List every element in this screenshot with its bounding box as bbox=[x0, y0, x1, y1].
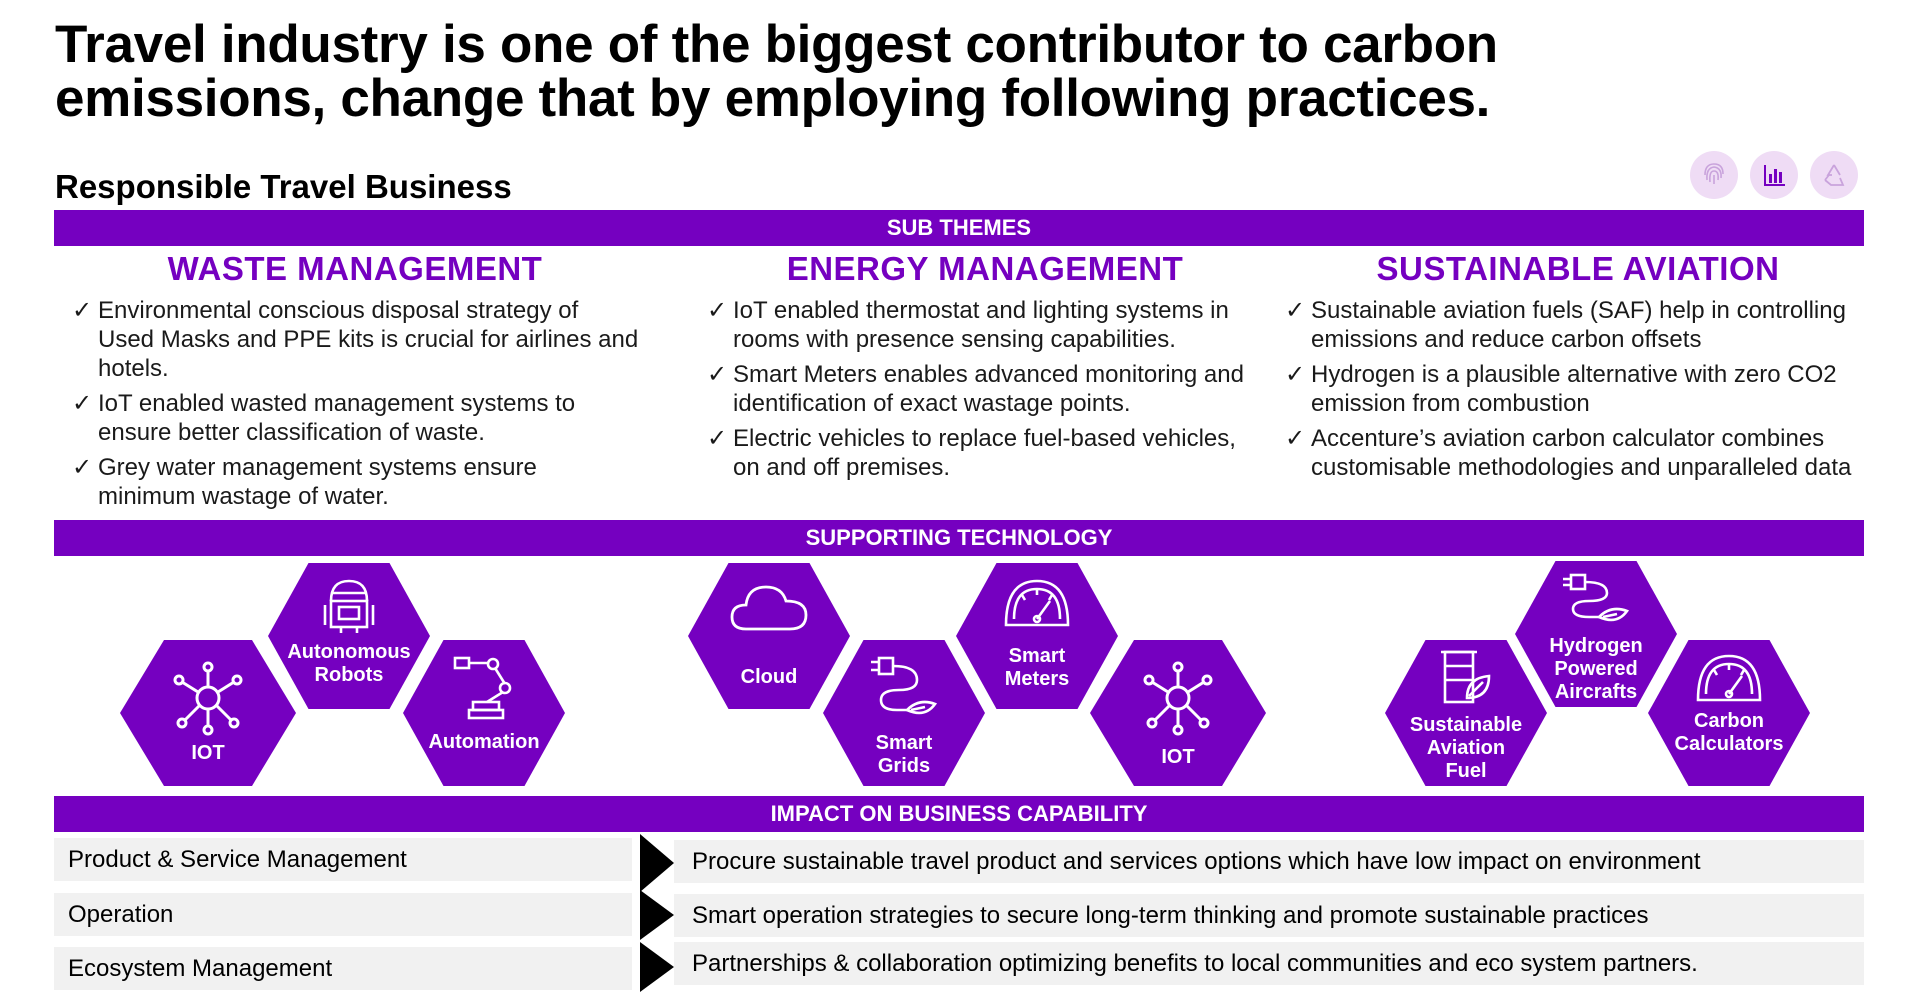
hex-label: IOT bbox=[1161, 746, 1195, 768]
hex-label: Sustainable Aviation Fuel bbox=[1409, 714, 1523, 782]
sustainable-aviation-column: SUSTAINABLE AVIATION ✓ Sustainable aviati… bbox=[1283, 250, 1873, 488]
arrow-icon bbox=[640, 942, 674, 992]
capability-cell: Product & Service Management bbox=[54, 838, 632, 881]
capability-cell: Ecosystem Management bbox=[54, 947, 632, 990]
hex-carbon-calculators: Carbon Calculators bbox=[1648, 640, 1810, 786]
description-cell: Smart operation strategies to secure lon… bbox=[674, 894, 1864, 937]
arrow-icon bbox=[640, 834, 674, 892]
cloud-icon bbox=[730, 585, 808, 631]
check-icon: ✓ bbox=[707, 425, 728, 452]
list-item: ✓ Sustainable aviation fuels (SAF) help i… bbox=[1285, 297, 1846, 353]
capability-cell: Operation bbox=[54, 893, 632, 936]
hex-label: Autonomous Robots bbox=[287, 641, 411, 686]
check-icon: ✓ bbox=[1285, 297, 1306, 324]
list-item: ✓ Environmental conscious disposal strate… bbox=[72, 297, 639, 382]
gauge-icon bbox=[1004, 579, 1070, 627]
bar-chart-icon bbox=[1750, 151, 1798, 199]
check-icon: ✓ bbox=[1285, 361, 1306, 388]
check-icon: ✓ bbox=[707, 361, 728, 388]
impact-band: IMPACT ON BUSINESS CAPABILITY bbox=[54, 796, 1864, 832]
list-item: ✓ Hydrogen is a plausible alternative wit… bbox=[1285, 361, 1837, 417]
column-heading: ENERGY MANAGEMENT bbox=[786, 250, 1184, 287]
energy-management-column: ENERGY MANAGEMENT ✓ IoT enabled thermosta… bbox=[705, 250, 1265, 488]
hex-label: Carbon Calculators bbox=[1674, 710, 1784, 755]
robot-icon bbox=[323, 579, 375, 633]
check-icon: ✓ bbox=[1285, 425, 1306, 452]
section-subtitle: Responsible Travel Business bbox=[55, 168, 512, 205]
check-icon: ✓ bbox=[72, 454, 93, 481]
recycle-icon bbox=[1810, 151, 1858, 199]
arrow-icon bbox=[640, 890, 674, 940]
plug-leaf-icon bbox=[871, 656, 938, 715]
list-item: ✓ Grey water management systems ensure mi… bbox=[72, 454, 537, 510]
gauge-icon bbox=[1696, 654, 1762, 702]
hex-cloud: Cloud bbox=[688, 563, 850, 709]
check-icon: ✓ bbox=[707, 297, 728, 324]
list-item: ✓ IoT enabled thermostat and lighting sys… bbox=[707, 297, 1229, 353]
column-heading: WASTE MANAGEMENT bbox=[167, 250, 543, 287]
description-cell: Partnerships & collaboration optimizing … bbox=[674, 942, 1864, 985]
hex-smart-meters: Smart Meters bbox=[956, 563, 1118, 709]
hex-label: Smart Meters bbox=[1004, 645, 1070, 690]
hex-label: Cloud bbox=[740, 666, 798, 688]
list-item: ✓ Electric vehicles to replace fuel-based… bbox=[707, 425, 1236, 481]
hex-sustainable-aviation-fuel: Sustainable Aviation Fuel bbox=[1385, 640, 1547, 786]
hex-label: Hydrogen Powered Aircrafts bbox=[1549, 635, 1643, 703]
column-heading: SUSTAINABLE AVIATION bbox=[1376, 250, 1780, 287]
hex-label: IOT bbox=[191, 742, 225, 764]
hex-label: Automation bbox=[428, 731, 540, 753]
list-item: ✓ Accenture’s aviation carbon calculator … bbox=[1285, 425, 1852, 481]
hex-smart-grids: Smart Grids bbox=[823, 640, 985, 786]
hex-iot-energy: IOT bbox=[1090, 640, 1266, 786]
fuel-leaf-icon bbox=[1441, 650, 1491, 704]
check-icon: ✓ bbox=[72, 390, 93, 417]
hex-autonomous-robots: Autonomous Robots bbox=[268, 563, 430, 709]
hex-hydrogen-aircrafts: Hydrogen Powered Aircrafts bbox=[1515, 561, 1677, 707]
page-title: Travel industry is one of the biggest co… bbox=[55, 15, 1498, 128]
list-item: ✓ IoT enabled wasted management systems t… bbox=[72, 390, 576, 446]
hex-label: Smart Grids bbox=[875, 732, 933, 777]
network-icon bbox=[1143, 661, 1213, 736]
list-item: ✓ Smart Meters enables advanced monitorin… bbox=[707, 361, 1244, 417]
hex-automation: Automation bbox=[403, 640, 565, 786]
fingerprint-icon bbox=[1690, 151, 1738, 199]
network-icon bbox=[173, 661, 243, 736]
waste-management-column: WASTE MANAGEMENT ✓ Environmental consciou… bbox=[70, 250, 640, 517]
hex-iot-waste: IOT bbox=[120, 640, 296, 786]
sub-themes-band: SUB THEMES bbox=[54, 210, 1864, 246]
description-cell: Procure sustainable travel product and s… bbox=[674, 840, 1864, 883]
robotic-arm-icon bbox=[453, 656, 512, 720]
check-icon: ✓ bbox=[72, 297, 93, 324]
supporting-technology-band: SUPPORTING TECHNOLOGY bbox=[54, 520, 1864, 556]
plug-leaf-icon bbox=[1563, 573, 1630, 622]
